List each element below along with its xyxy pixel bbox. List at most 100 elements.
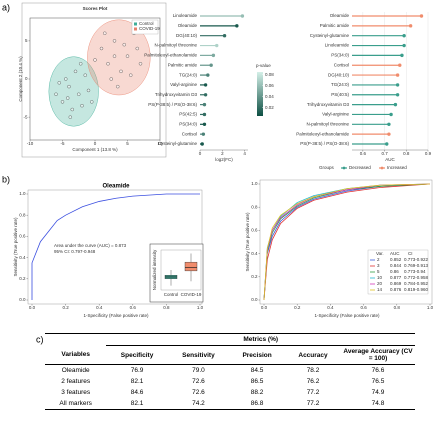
- legend-label: 20: [377, 281, 383, 286]
- point: [119, 69, 123, 74]
- category-label: Palmitic amide: [320, 23, 350, 28]
- category-label: Cysteinyl-glutamine: [158, 141, 198, 146]
- chart-title: Oleamide: [102, 184, 130, 190]
- legend-auc: 0.844: [390, 263, 402, 268]
- table-cell: 76.5: [371, 378, 385, 385]
- lollipop-head: [402, 33, 406, 38]
- legend-ci: 0.784-0.952: [404, 281, 429, 286]
- point: [64, 77, 68, 81]
- x-tick-label: 0.8: [163, 305, 170, 310]
- table-cell: 88.2: [250, 389, 264, 396]
- table-cell: Oleamide: [61, 367, 90, 374]
- x-tick-label: 0.7: [381, 151, 388, 156]
- point: [73, 69, 78, 74]
- column-header: Precision: [229, 345, 286, 365]
- x-axis-label: 1-Specificity (False positive rate): [314, 313, 380, 318]
- category-label: Valyl-arginine: [170, 82, 197, 87]
- table-cell: 84.6: [130, 389, 144, 396]
- category-label: Valyl-arginine: [322, 112, 349, 117]
- y-tick-label: 0.6: [251, 228, 258, 233]
- x-tick-label: 1.0: [427, 305, 434, 310]
- table-cell: 84.5: [250, 367, 264, 374]
- roc-curve: [31, 193, 200, 300]
- table-cell: 79.0: [192, 367, 205, 374]
- y-tick-label: 0.4: [19, 255, 26, 260]
- category-label: PS(40:5): [331, 92, 349, 97]
- y-tick-label: 0: [25, 76, 28, 81]
- lollipop-head: [235, 24, 239, 28]
- legend-ci: 0.773-0.94: [404, 269, 426, 274]
- point: [90, 100, 94, 104]
- category-label: TG(24:0): [179, 72, 198, 77]
- x-tick-label: -5: [60, 141, 64, 146]
- x-tick-label: 0: [199, 151, 202, 156]
- legend-auc: 0.877: [390, 275, 402, 280]
- lollipop-head: [389, 112, 393, 117]
- category-label: PS(P-38:5) / PS(O-38:6): [300, 141, 349, 146]
- lollipop-head: [398, 63, 402, 67]
- legend-auc: 0.86: [390, 269, 399, 274]
- plot-frame: [29, 17, 161, 141]
- point: [77, 92, 81, 96]
- column-header: Variables: [45, 345, 107, 365]
- legend-auc: 0.852: [390, 257, 402, 262]
- lollipop-head: [395, 73, 400, 77]
- confidence-ellipse: [87, 19, 151, 96]
- lollipop-head: [200, 142, 204, 146]
- lollipop-head: [395, 83, 400, 87]
- annotation: 95% CI: 0.797-0.948: [54, 249, 96, 254]
- x-tick-label: 5: [126, 141, 129, 146]
- colorbar-tick-label: 0.04: [265, 94, 274, 99]
- lollipop-head: [400, 53, 404, 58]
- category-label: Oleamide: [178, 23, 198, 28]
- point: [79, 62, 83, 66]
- x-tick-label: COVID-19: [181, 292, 202, 297]
- lollipop-head: [211, 53, 216, 58]
- lollipop-head: [419, 14, 424, 18]
- table-cell: 77.2: [285, 398, 341, 410]
- point: [54, 92, 58, 96]
- lollipop-head: [202, 122, 207, 127]
- y-tick-label: 0.0: [19, 297, 26, 302]
- x-tick-label: 0.2: [62, 305, 69, 310]
- legend-swatch: [134, 27, 137, 31]
- lollipop-head: [215, 43, 219, 48]
- table-cell: 74.8: [341, 398, 415, 410]
- category-label: Oleamide: [330, 13, 350, 18]
- x-tick-label: 0.8: [394, 305, 401, 310]
- table-cell: 3 features: [61, 389, 91, 396]
- colorbar-title: p-value: [256, 63, 271, 68]
- lollipop-head: [203, 93, 208, 97]
- x-tick-label: Control: [164, 292, 179, 297]
- table-cell: All markers: [45, 398, 107, 410]
- y-axis-label: Sensitivity (True positive rate): [245, 212, 250, 272]
- column-header: Accuracy: [285, 345, 341, 365]
- category-label: Linoleamide: [325, 43, 350, 48]
- category-label: DG(40:10): [176, 33, 198, 38]
- legend-ci: 0.819-0.960: [404, 287, 429, 292]
- table-cell: 82.1: [130, 378, 144, 385]
- table-cell: 2 features: [61, 378, 91, 385]
- table-row: 2 features 82.1 72.6 86.5 76.2 76.5: [45, 376, 415, 387]
- legend-auc: 0.869: [390, 281, 402, 286]
- legend-ci: 0.769-0.913: [404, 263, 429, 268]
- category-label: PS(42:5): [179, 112, 197, 117]
- legend-swatch: [134, 22, 137, 26]
- x-tick-label: 10: [157, 141, 163, 146]
- colorbar-tick-label: 0.08: [265, 72, 274, 77]
- table-row: 3 features 84.6 72.6 88.2 77.2 74.9: [45, 387, 415, 398]
- category-label: Linoleamide: [173, 13, 198, 18]
- x-tick-label: 0.9: [425, 151, 432, 156]
- y-tick-label: -5: [23, 114, 27, 119]
- category-label: Cortisol: [334, 62, 349, 67]
- column-header: Sensitivity: [167, 345, 230, 365]
- legend-label: 5: [377, 269, 380, 274]
- lollipop-head: [395, 93, 400, 97]
- y-tick-label: 0.8: [19, 212, 26, 217]
- category-label: DG(40:10): [328, 72, 350, 77]
- x-tick-label: 2: [221, 151, 224, 156]
- point: [66, 96, 70, 100]
- lollipop-head: [222, 33, 227, 38]
- table-row: Oleamide 76.9 79.0 84.5 78.2 76.6: [45, 365, 415, 377]
- point: [103, 31, 107, 35]
